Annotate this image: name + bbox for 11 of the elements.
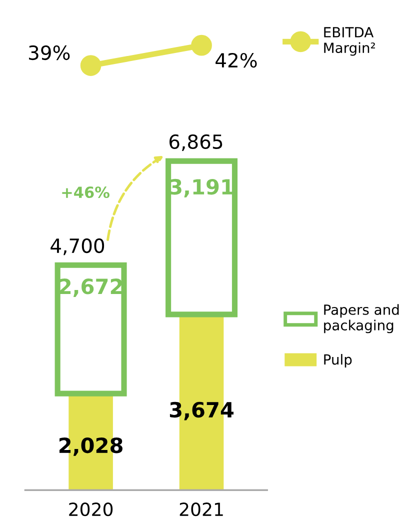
legend-label: Pulp [324,354,352,368]
data-label: 3,191 [170,178,234,198]
total-label: 6,865 [170,134,222,152]
x-tick-label: 2021 [180,502,223,516]
data-label: 39% [29,45,70,60]
x-tick-label: 2020 [69,502,113,516]
total-label: 4,700 [50,238,104,256]
legend-label: Papers and packaging [324,304,399,334]
legend-label: EBITDA Margin² [324,27,375,56]
data-label: 42% [216,52,257,68]
annotation: +46% [62,186,110,198]
